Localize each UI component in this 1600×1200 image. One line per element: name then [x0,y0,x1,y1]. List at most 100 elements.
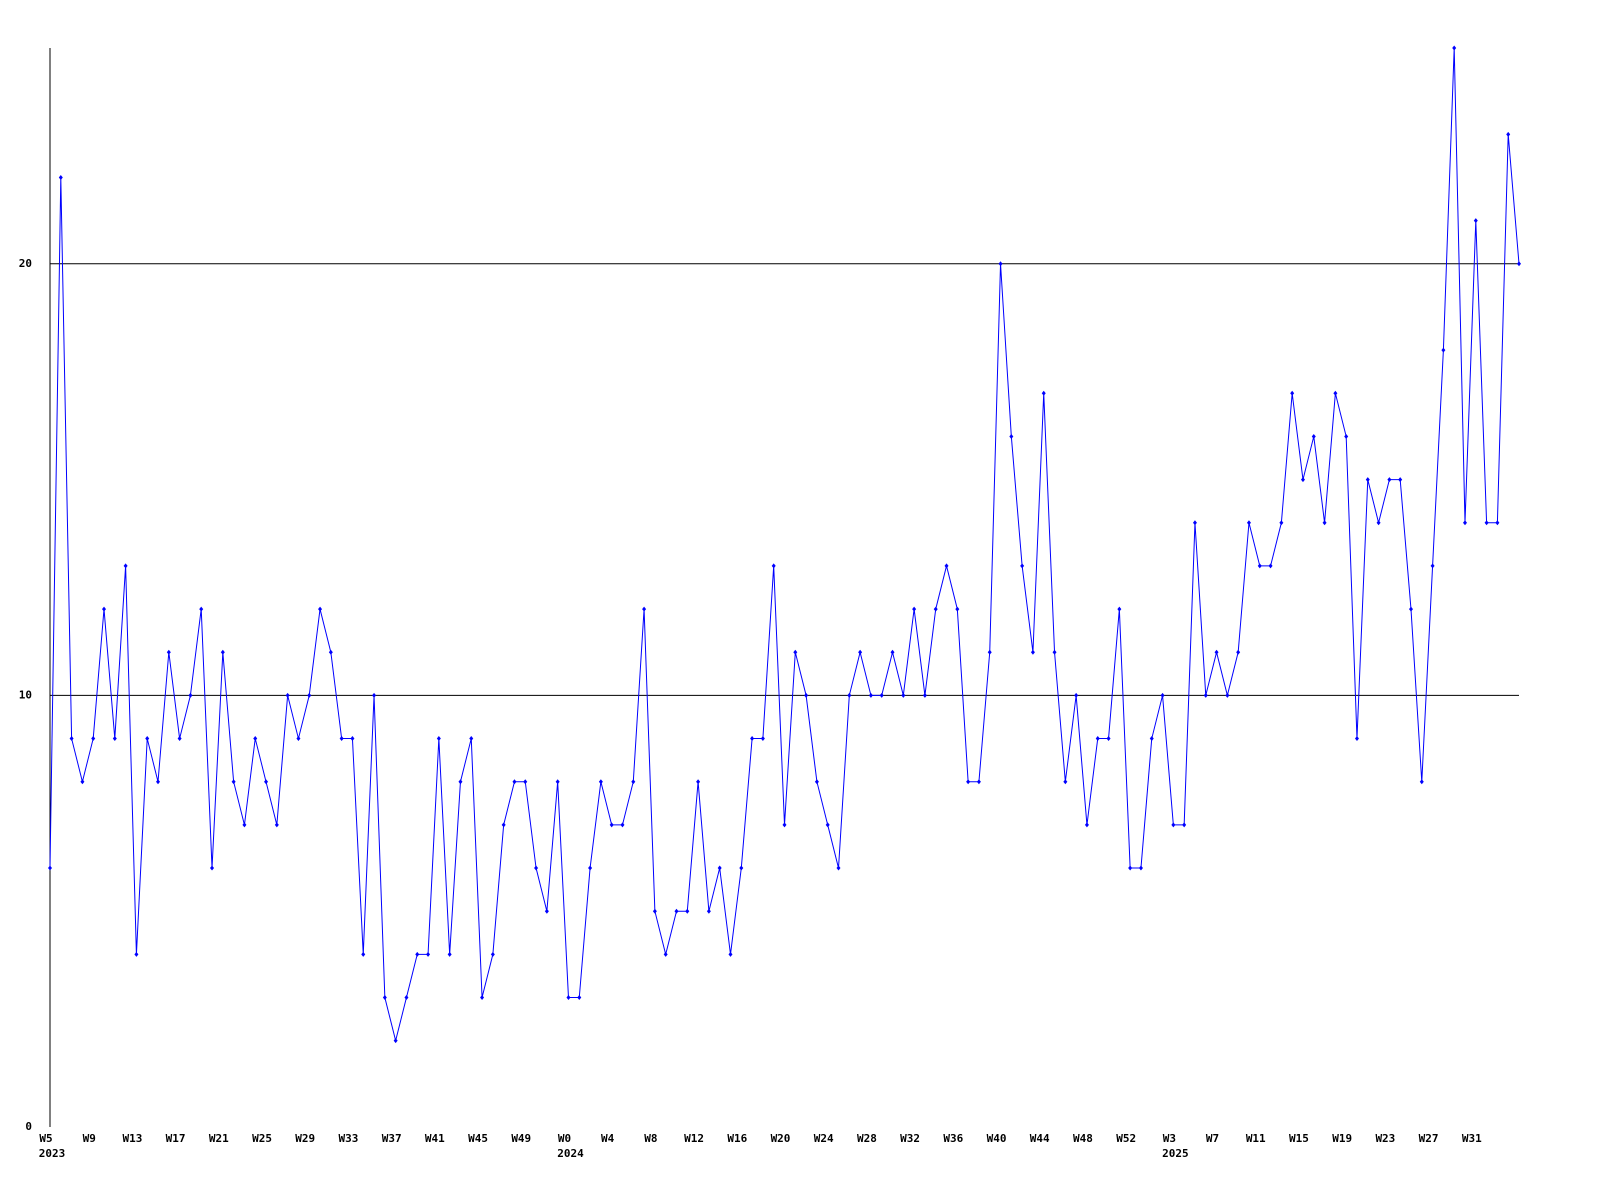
data-point [285,692,290,698]
data-point [1246,520,1251,526]
data-point [588,865,593,871]
data-point [771,563,776,569]
x-tick-label: W49 [511,1132,531,1145]
x-tick-label: W45 [468,1132,488,1145]
data-point [1203,692,1208,698]
x-tick-label: W52 [1116,1132,1136,1145]
year-label: 2024 [557,1147,584,1160]
x-tick-label: W21 [209,1132,229,1145]
data-point [404,995,409,1001]
data-point [177,736,182,742]
data-point [901,692,906,698]
data-point [1387,477,1392,483]
data-point [1020,563,1025,569]
data-point [436,736,441,742]
data-point [156,779,161,785]
y-tick-label: 10 [19,688,32,701]
data-point [1506,131,1511,137]
data-point [1311,433,1316,439]
data-point [210,865,215,871]
data-point [1214,649,1219,655]
data-point [58,174,63,180]
data-point [1138,865,1143,871]
data-point [566,995,571,1001]
data-point [1128,865,1133,871]
x-tick-label: W33 [339,1132,359,1145]
data-point [134,951,139,957]
data-line [49,47,1520,1041]
data-point [674,908,679,914]
data-point [372,692,377,698]
x-tick-label: W17 [166,1132,186,1145]
data-point [642,606,647,612]
data-point [1322,520,1327,526]
data-point [1452,45,1457,51]
data-point [836,865,841,871]
data-point [955,606,960,612]
x-tick-label: W48 [1073,1132,1093,1145]
data-point [804,692,809,698]
x-tick-label: W8 [644,1132,657,1145]
data-point [199,606,204,612]
x-tick-label: W4 [601,1132,615,1145]
data-point [48,865,52,871]
data-point [69,736,74,742]
data-point [1419,779,1424,785]
data-point [501,822,506,828]
data-point [1063,779,1068,785]
x-tick-label: W44 [1030,1132,1050,1145]
data-point [415,951,420,957]
data-point [274,822,279,828]
data-point [663,951,668,957]
data-point [825,822,830,828]
data-point [1376,520,1381,526]
data-point [307,692,312,698]
data-point [922,692,927,698]
data-point [145,736,150,742]
data-point [361,951,366,957]
data-point [1236,649,1241,655]
y-tick-label: 20 [19,257,32,270]
data-point [480,995,485,1001]
x-tick-label: W15 [1289,1132,1309,1145]
data-point [80,779,85,785]
data-point [1354,736,1359,742]
data-point [1160,692,1165,698]
x-tick-label: W19 [1332,1132,1352,1145]
data-point [1041,390,1046,396]
data-point [1484,520,1489,526]
x-tick-label: W20 [771,1132,791,1145]
data-point [976,779,981,785]
data-point [598,779,603,785]
data-point [577,995,582,1001]
data-point [814,779,819,785]
data-point [696,779,701,785]
x-tick-label: W32 [900,1132,920,1145]
x-tick-label: W11 [1246,1132,1266,1145]
data-point [912,606,917,612]
x-tick-label: W27 [1419,1132,1439,1145]
data-point [933,606,938,612]
data-point [382,995,387,1001]
data-point [469,736,474,742]
x-tick-label: W13 [122,1132,142,1145]
x-tick-label: W23 [1375,1132,1395,1145]
data-point [1171,822,1176,828]
data-point [231,779,236,785]
x-tick-label: W3 [1163,1132,1176,1145]
data-point [1290,390,1295,396]
x-tick-label: W40 [987,1132,1007,1145]
data-point [253,736,258,742]
data-point [350,736,355,742]
data-point [1192,520,1197,526]
data-point [1279,520,1284,526]
x-tick-label: W37 [382,1132,402,1145]
x-tick-label: W5 [39,1132,52,1145]
data-point [631,779,636,785]
data-point [750,736,755,742]
data-point [879,692,884,698]
data-point [1344,433,1349,439]
data-point [220,649,225,655]
